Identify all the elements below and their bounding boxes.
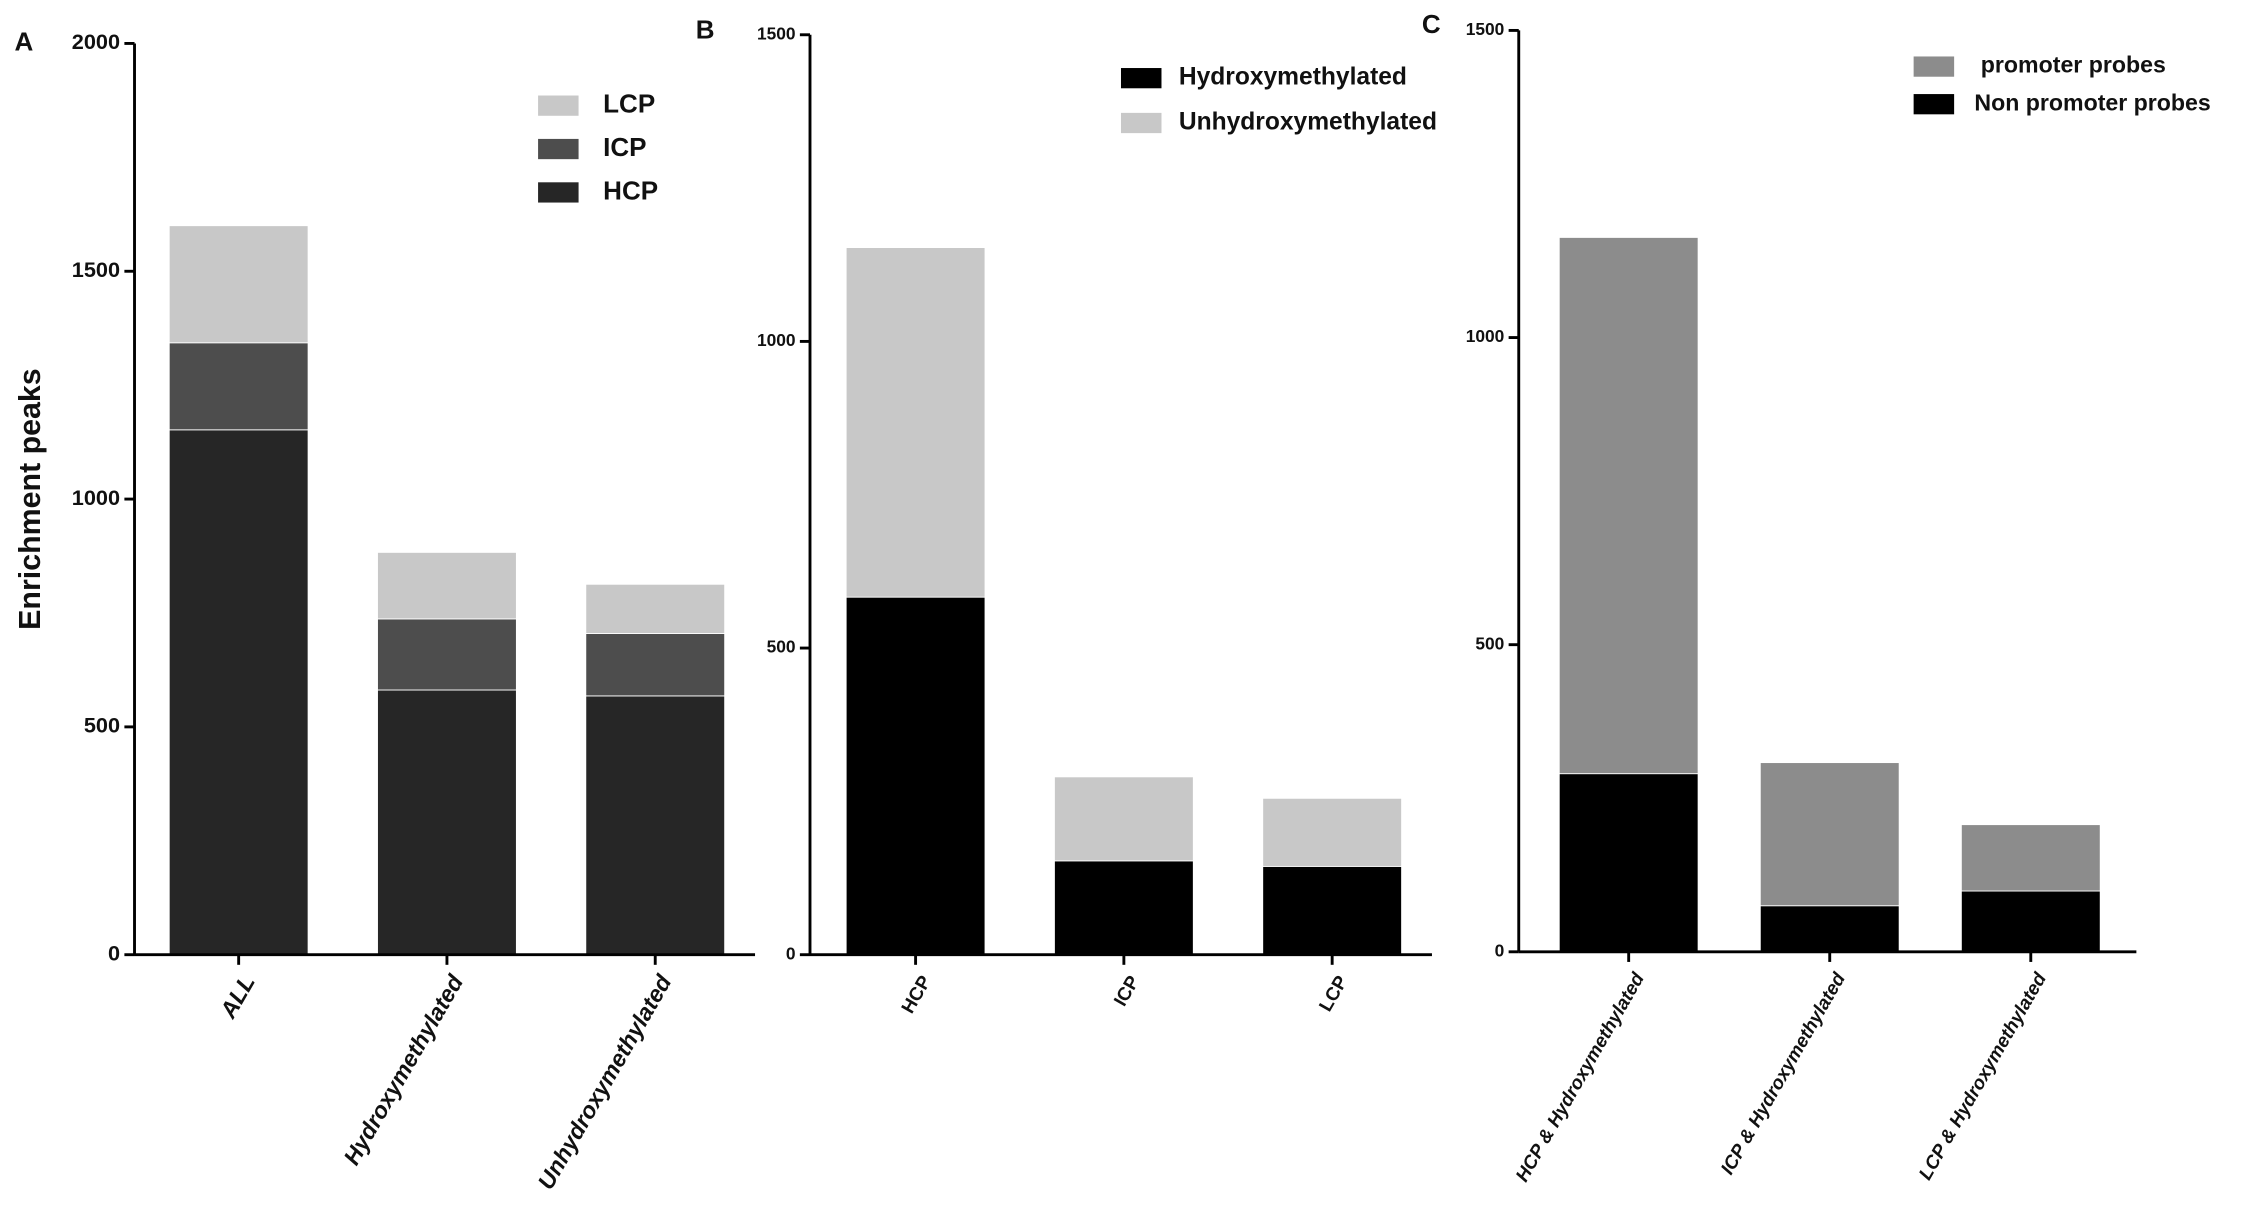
bar-segment: [168, 429, 309, 956]
x-tick-label: ALL: [214, 970, 259, 1023]
legend-swatch: [1120, 68, 1162, 89]
bar-segment: [585, 695, 726, 956]
x-tick-label: Unhydroxymethylated: [532, 970, 676, 1194]
panel-label: C: [1422, 9, 1441, 39]
bar-segment: [377, 618, 517, 691]
legend-swatch: [1913, 94, 1955, 115]
legend-label: Non promoter probes: [1974, 89, 2210, 115]
y-tick-label: 1000: [757, 330, 796, 350]
bar-segment: [1054, 776, 1194, 862]
panel-label: B: [696, 15, 715, 45]
x-tick-label: HCP: [897, 972, 935, 1017]
bar-segment: [845, 247, 986, 598]
bar-segment: [585, 583, 726, 634]
y-tick-label: 2000: [72, 29, 120, 54]
x-tick-label: ICP: [1109, 972, 1143, 1010]
legend-swatch: [1120, 112, 1162, 134]
legend-label: HCP: [603, 175, 658, 205]
panel-label: A: [14, 26, 33, 56]
bar-segment: [377, 689, 517, 956]
bar-segment: [585, 633, 726, 697]
y-tick-label: 1000: [72, 485, 120, 510]
bar-segment: [1558, 773, 1699, 953]
legend-label: Hydroxymethylated: [1179, 64, 1407, 91]
y-tick-label: 0: [108, 940, 120, 965]
bar-segment: [1960, 824, 2101, 892]
legend-swatch: [1913, 56, 1955, 77]
x-tick-label: HCP & Hydroxymethylated: [1511, 968, 1648, 1185]
x-tick-label: Hydroxymethylated: [338, 970, 468, 1170]
bar-segment: [1759, 905, 1900, 953]
y-tick-label: 500: [84, 713, 120, 738]
bar-segment: [377, 551, 517, 620]
y-tick-label: 500: [1475, 633, 1504, 653]
y-tick-label: 0: [1495, 940, 1505, 960]
bar-segment: [845, 596, 986, 956]
bar-segment: [1960, 890, 2101, 953]
legend-label: promoter probes: [1974, 52, 2165, 78]
bar-segment: [1262, 865, 1403, 956]
legend-swatch: [538, 138, 579, 160]
x-tick-label: ICP & Hydroxymethylated: [1716, 968, 1849, 1177]
bar-segment: [1262, 797, 1403, 867]
bar-segment: [1558, 236, 1699, 775]
legend-label: Unhydroxymethylated: [1179, 109, 1437, 136]
legend-swatch: [538, 95, 579, 116]
y-tick-label: 1000: [1466, 326, 1505, 346]
y-tick-label: 1500: [72, 257, 120, 282]
legend-label: ICP: [603, 132, 646, 162]
bar-segment: [168, 342, 309, 431]
y-axis-label: Enrichment peaks: [14, 368, 47, 630]
bar-segment: [1054, 860, 1194, 956]
legend-label: LCP: [603, 89, 655, 119]
bar-segment: [168, 225, 309, 344]
y-tick-label: 1500: [1466, 19, 1505, 39]
bar-segment: [1759, 762, 1900, 907]
y-tick-label: 1500: [757, 23, 796, 43]
y-tick-label: 0: [786, 943, 796, 963]
x-tick-label: LCP: [1315, 972, 1352, 1015]
legend-swatch: [538, 182, 579, 203]
y-tick-label: 500: [767, 637, 796, 657]
x-tick-label: LCP & Hydroxymethylated: [1914, 968, 2050, 1183]
